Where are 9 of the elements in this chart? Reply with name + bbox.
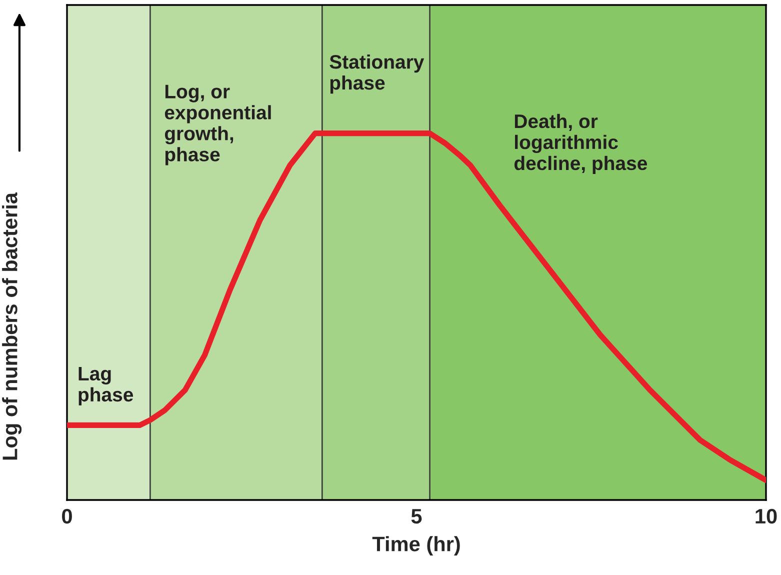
x-axis-title: Time (hr) [372, 536, 460, 556]
y-axis-title: Log of numbers of bacteria [2, 192, 22, 460]
x-tick-label: 10 [756, 508, 777, 524]
band-label: Stationary phase [330, 54, 424, 94]
x-tick-label: 0 [62, 508, 72, 524]
band-label: Log, or exponential growth, phase [164, 84, 271, 166]
x-tick-label: 5 [411, 509, 422, 524]
band-label: Lag phase [78, 366, 134, 406]
band-label: Death, or logarithmic decline, phase [514, 114, 647, 174]
